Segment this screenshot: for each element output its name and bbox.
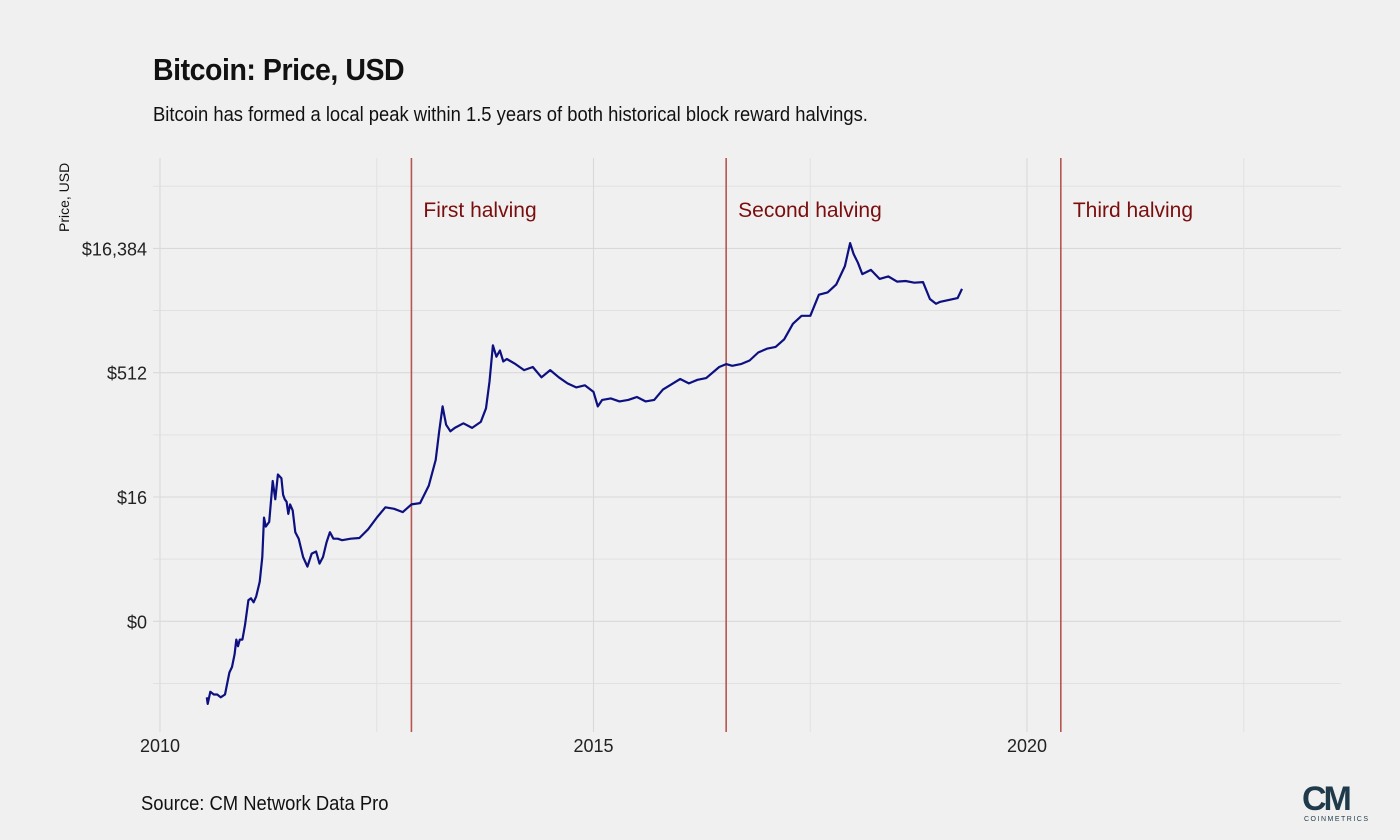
y-tick-label: $16,384 [82, 239, 147, 259]
logo-mark: CM [1302, 780, 1352, 818]
price-series-line [205, 242, 963, 705]
source-note: Source: CM Network Data Pro [141, 793, 389, 815]
coinmetrics-logo: CM COINMETRICS [1300, 780, 1368, 826]
halving-label: First halving [423, 199, 536, 222]
y-axis-ticks: $0 $16 $512 $16,384 [82, 239, 147, 632]
halving-label: Third halving [1073, 199, 1193, 222]
x-tick-label: 2010 [140, 736, 180, 756]
y-tick-label: $16 [117, 488, 147, 508]
chart-title: Bitcoin: Price, USD [153, 52, 405, 87]
halving-label: Second halving [738, 199, 882, 222]
gridlines [153, 158, 1341, 732]
x-tick-label: 2015 [573, 736, 613, 756]
halving-markers: First halving Second halving Third halving [410, 158, 1193, 732]
chart-subtitle: Bitcoin has formed a local peak within 1… [153, 104, 868, 126]
logo-wordmark: COINMETRICS [1304, 816, 1370, 823]
x-axis-ticks: 2010 2015 2020 [140, 736, 1047, 756]
x-tick-label: 2020 [1007, 736, 1047, 756]
y-tick-label: $0 [127, 612, 147, 632]
y-tick-label: $512 [107, 364, 147, 384]
